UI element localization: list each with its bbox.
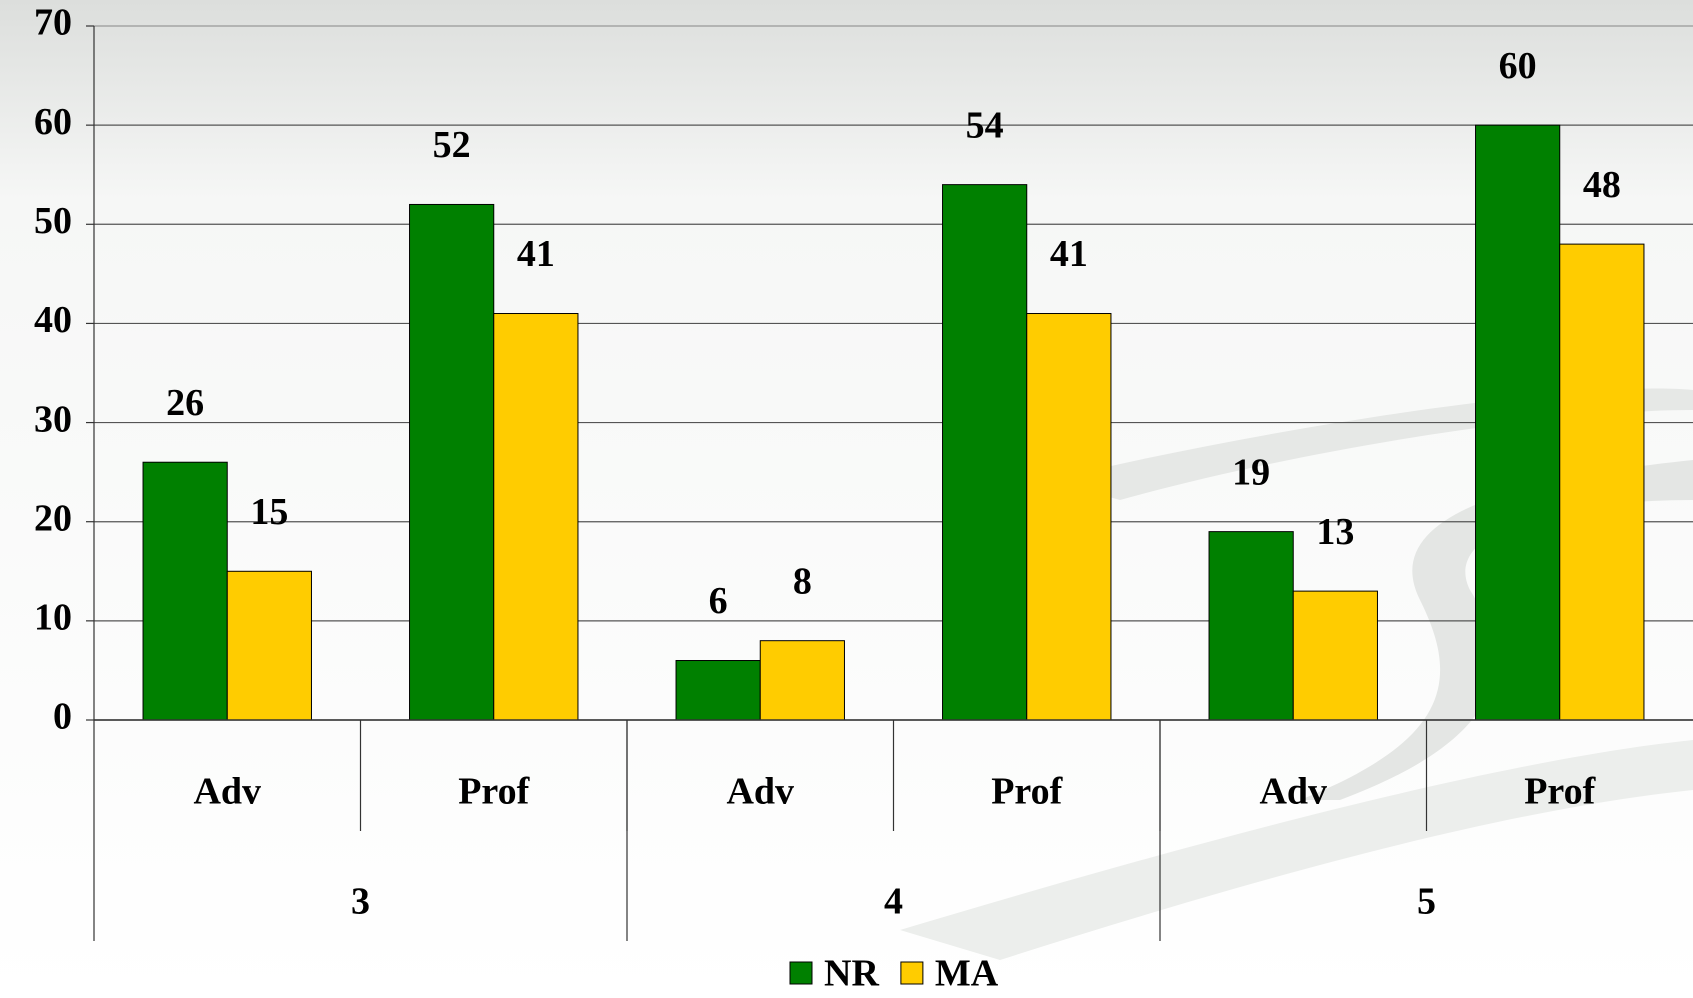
data-label: 8 [793,560,812,602]
bar [1208,531,1294,721]
data-label: 26 [166,382,204,424]
data-label: 41 [517,233,555,275]
bar [1475,124,1561,721]
x-tick-label: Prof [1524,771,1596,813]
bar [1026,313,1112,721]
y-tick-label: 40 [34,299,72,341]
x-tick-label: Adv [726,771,794,813]
bar [142,461,228,721]
y-tick-label: 70 [34,2,72,44]
group-label: 4 [884,881,903,923]
group-label: 3 [351,881,370,923]
legend-label: MA [935,953,999,995]
bar [493,313,579,721]
data-label: 48 [1583,164,1621,206]
bar [675,660,761,721]
y-tick-label: 10 [34,597,72,639]
legend-swatch [900,961,924,985]
data-label: 13 [1316,511,1354,553]
x-tick-label: Adv [1259,771,1327,813]
x-tick-label: Prof [458,771,530,813]
data-label: 41 [1050,233,1088,275]
legend-label: NR [824,953,879,995]
data-label: 60 [1499,45,1537,87]
y-tick-label: 0 [53,696,72,738]
group-label: 5 [1417,881,1436,923]
y-tick-label: 50 [34,200,72,242]
bar [226,570,312,721]
data-label: 6 [709,580,728,622]
y-tick-label: 30 [34,398,72,440]
swoosh [900,740,1693,960]
legend-swatch [789,961,813,985]
bar [409,203,495,721]
y-tick-label: 60 [34,101,72,143]
bar [942,184,1028,721]
data-label: 54 [966,104,1004,146]
bar [1559,243,1645,721]
y-tick-label: 20 [34,497,72,539]
bar [759,640,845,721]
data-label: 19 [1232,451,1270,493]
data-label: 15 [250,491,288,533]
x-tick-label: Adv [193,771,261,813]
data-label: 52 [433,124,471,166]
bar [1292,590,1378,721]
x-tick-label: Prof [991,771,1063,813]
